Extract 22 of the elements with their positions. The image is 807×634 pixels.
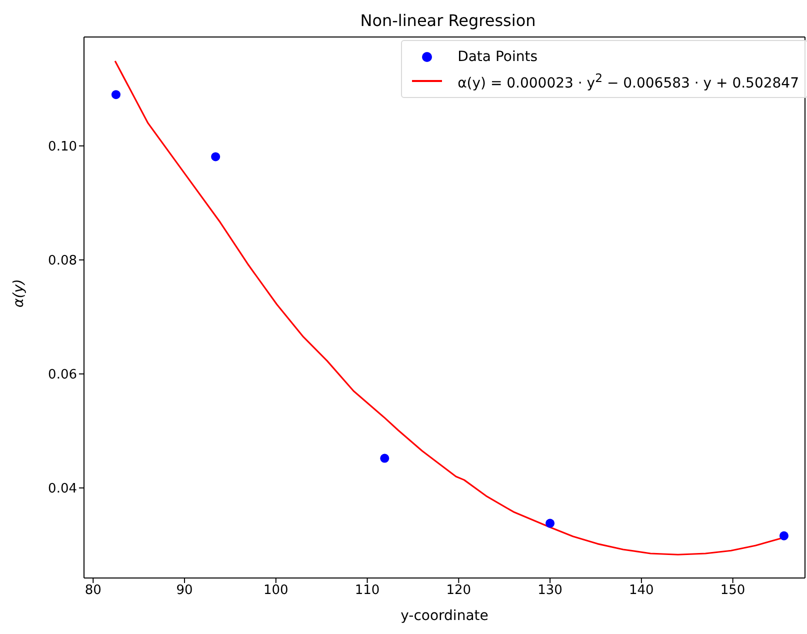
y-tick-label: 0.04 [48, 482, 77, 497]
x-axis-title: y-coordinate [400, 608, 488, 624]
x-tick-label: 110 [354, 583, 380, 598]
x-tick-label: 140 [629, 583, 654, 598]
point [546, 518, 555, 528]
x-tick-label: 80 [84, 583, 102, 598]
y-tick-label: 0.10 [48, 140, 77, 154]
legend-label: Data Points [458, 49, 538, 65]
point [380, 454, 390, 463]
x-tick-label: 150 [720, 583, 746, 598]
point [779, 531, 788, 540]
x-tick-label: 100 [263, 583, 288, 598]
y-axis-title: α(y) [10, 279, 27, 308]
x-tick-label: 90 [176, 583, 193, 598]
x-tick-label: 130 [538, 583, 562, 598]
point [111, 90, 120, 100]
legend-label: α(y) = 0.000023 · y$^{2}$ − 0.006583 · y + 0.502847 [458, 70, 799, 92]
x-tick-label: 120 [446, 583, 472, 598]
chart-title: Non-linear Regression [359, 10, 537, 32]
y-tick-label: 0.08 [48, 254, 77, 269]
y-tick-label: 0.06 [48, 368, 77, 383]
point [211, 152, 220, 162]
